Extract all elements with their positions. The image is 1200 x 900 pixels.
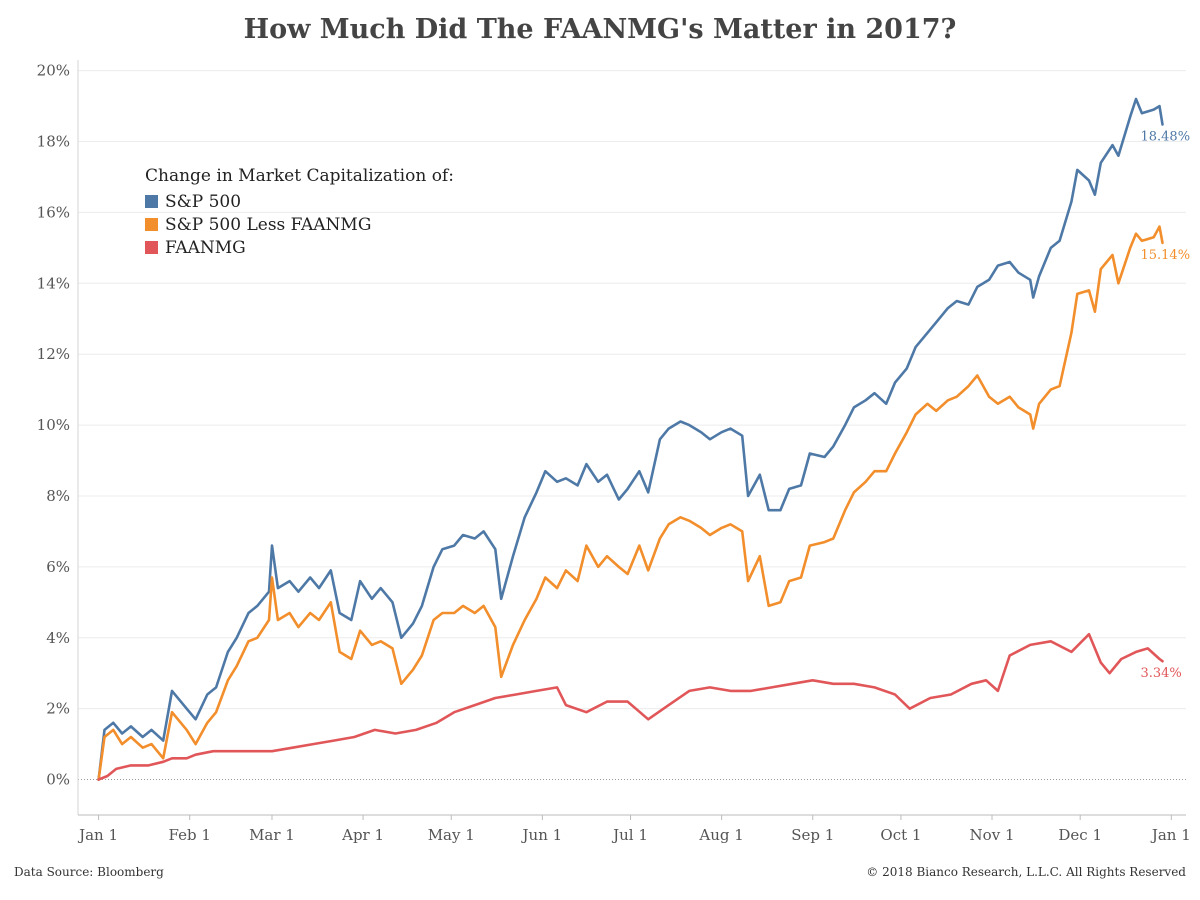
legend: Change in Market Capitalization of: S&P … — [145, 166, 454, 259]
series-line-s-p-500-less-faanmg — [97, 225, 1164, 781]
x-tick-label: Apr 1 — [341, 826, 384, 844]
chart-title: How Much Did The FAANMG's Matter in 2017… — [243, 14, 957, 45]
legend-label-sp500-less-faanmg: S&P 500 Less FAANMG — [165, 214, 372, 235]
end-label-faanmg: 3.34% — [1140, 666, 1181, 681]
x-tick-label: Jan 1 — [77, 826, 118, 844]
y-tick-label: 0% — [46, 771, 70, 789]
y-tick-label: 18% — [37, 133, 70, 151]
legend-title: Change in Market Capitalization of: — [145, 166, 454, 186]
legend-item-sp500: S&P 500 — [145, 190, 454, 213]
y-tick-label: 2% — [46, 700, 70, 718]
x-tick-label: Mar 1 — [249, 826, 295, 844]
end-label-s-p-500: 18.48% — [1140, 130, 1190, 145]
y-tick-label: 10% — [37, 416, 70, 434]
x-tick-label: Jun 1 — [521, 826, 563, 844]
axes: 0% 2% 4% 6% 8% 10% 12% 14% 16% 18% 20% Jan 1 Feb 1 Ma… — [37, 60, 1191, 844]
copyright: © 2018 Bianco Research, L.L.C. All Right… — [866, 865, 1186, 879]
y-tick-label: 12% — [37, 345, 70, 363]
legend-item-faanmg: FAANMG — [145, 236, 454, 259]
x-tick-label: May 1 — [428, 826, 475, 844]
legend-item-sp500-less-faanmg: S&P 500 Less FAANMG — [145, 213, 454, 236]
legend-label-faanmg: FAANMG — [165, 237, 246, 258]
x-tick-label: Jan 1 — [1150, 826, 1191, 844]
y-tick-label: 16% — [37, 203, 70, 221]
x-tick-label: Dec 1 — [1058, 826, 1102, 844]
x-tick-label: Sep 1 — [791, 826, 834, 844]
legend-label-sp500: S&P 500 — [165, 191, 242, 212]
series-line-s-p-500 — [97, 97, 1164, 781]
y-tick-label: 6% — [46, 558, 70, 576]
legend-swatch-sp500 — [145, 195, 158, 208]
x-tick-label: Aug 1 — [698, 826, 743, 844]
series-lines — [97, 97, 1164, 781]
x-tick-label: Jul 1 — [611, 826, 648, 844]
end-labels: 18.48% 15.14% 3.34% — [1140, 130, 1190, 682]
x-tick-label: Feb 1 — [168, 826, 210, 844]
end-label-s-p-500-less-faanmg: 15.14% — [1140, 248, 1190, 263]
y-tick-label: 20% — [37, 62, 70, 80]
y-tick-label: 14% — [37, 274, 70, 292]
x-tick-label: Nov 1 — [970, 826, 1015, 844]
data-source: Data Source: Bloomberg — [14, 865, 164, 879]
legend-swatch-faanmg — [145, 241, 158, 254]
y-tick-label: 4% — [46, 629, 70, 647]
legend-swatch-sp500-less-faanmg — [145, 218, 158, 231]
grid-lines — [78, 70, 1186, 781]
x-tick-label: Oct 1 — [880, 826, 921, 844]
y-tick-label: 8% — [46, 487, 70, 505]
series-line-faanmg — [97, 632, 1164, 781]
